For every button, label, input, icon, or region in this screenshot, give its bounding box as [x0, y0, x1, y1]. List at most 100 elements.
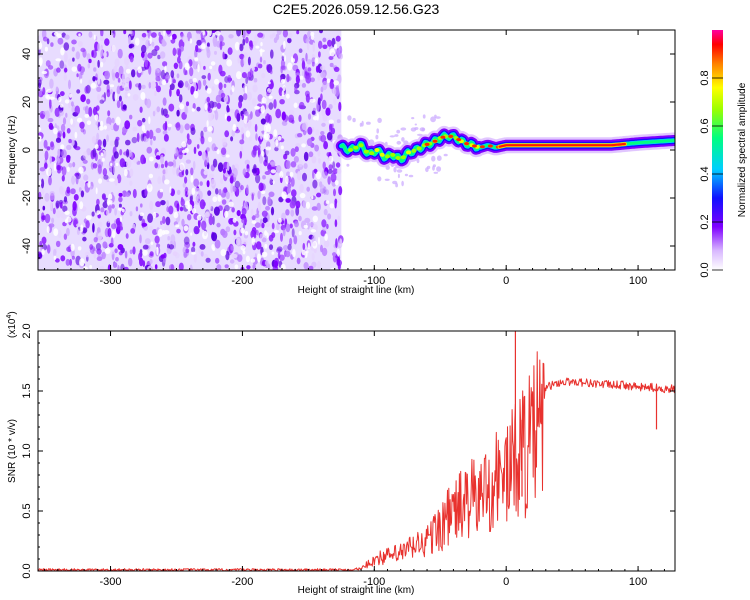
noise-gap [334, 180, 339, 186]
noise-blob [263, 60, 266, 65]
noise-blob [155, 201, 162, 208]
noise-blob [224, 130, 230, 138]
noise-gap [234, 41, 240, 51]
noise-gap [98, 178, 103, 184]
noise-blob [122, 83, 125, 89]
noise-blob [193, 178, 200, 187]
signal-scatter [432, 164, 436, 168]
snr-xtick-label: -300 [100, 576, 122, 588]
spectrogram-xtick-label: 100 [629, 275, 647, 287]
noise-blob [238, 100, 243, 109]
figure-title: C2E5.2026.059.12.56.G23 [273, 1, 440, 17]
noise-blob [80, 127, 85, 133]
noise-gap [161, 79, 167, 85]
noise-blob [97, 221, 103, 228]
noise-gap [212, 196, 218, 203]
noise-blob [59, 185, 64, 195]
noise-blob [268, 191, 275, 198]
noise-blob [139, 106, 143, 113]
noise-blob [132, 157, 139, 163]
noise-blob [84, 105, 89, 115]
noise-blob [320, 134, 327, 143]
noise-gap [191, 108, 195, 112]
signal-hot-blob [416, 146, 422, 151]
noise-blob [206, 96, 211, 103]
noise-blob [91, 136, 97, 144]
signal-scatter [392, 180, 398, 185]
noise-blob [56, 210, 62, 219]
noise-blob [231, 207, 235, 213]
noise-blob [185, 159, 191, 164]
noise-blob [258, 182, 264, 192]
spectrogram-ytick-label: 20 [21, 96, 33, 108]
noise-blob [246, 265, 251, 270]
noise-blob [246, 184, 249, 195]
spectrogram-xtick-label: 0 [503, 275, 509, 287]
noise-blob [113, 262, 118, 268]
noise-blob [317, 97, 321, 106]
noise-gap [310, 32, 315, 36]
snr-scale-exponent: 4 [6, 315, 13, 319]
noise-blob [319, 30, 323, 34]
noise-gap [117, 207, 123, 211]
noise-blob [100, 30, 104, 38]
colorbar-tick-label: 0.6 [699, 118, 711, 133]
noise-gap [328, 119, 334, 124]
noise-blob [195, 44, 199, 53]
noise-gap [310, 229, 317, 233]
noise-gap [336, 248, 340, 257]
signal-scatter [435, 116, 441, 119]
noise-blob [322, 161, 326, 170]
noise-blob [260, 118, 266, 125]
noise-blob [112, 72, 116, 81]
noise-blob [124, 120, 131, 130]
noise-blob [296, 171, 302, 181]
noise-blob [86, 98, 91, 105]
noise-blob [61, 175, 65, 182]
noise-blob [97, 213, 101, 219]
noise-gap [196, 214, 202, 221]
noise-blob [282, 30, 288, 38]
noise-blob [89, 244, 94, 250]
noise-blob [312, 179, 318, 189]
snr-panel: -300 -200 -100 0 100 0.0 0.5 1.0 1.5 2.0 Height … [6, 311, 676, 596]
signal-scatter [376, 128, 380, 134]
noise-blob [120, 226, 123, 231]
noise-blob [219, 40, 223, 51]
noise-gap [214, 31, 221, 36]
noise-gap [217, 194, 222, 202]
noise-gap [163, 30, 166, 37]
snr-ytick-label: 2.0 [21, 323, 33, 338]
noise-blob [253, 78, 258, 83]
noise-blob [247, 121, 251, 130]
noise-gap [87, 181, 91, 188]
noise-blob [118, 196, 123, 203]
spectrogram-ytick-label: 40 [21, 48, 33, 60]
noise-blob [149, 200, 154, 211]
noise-blob [155, 155, 161, 160]
noise-blob [202, 79, 207, 86]
noise-gap [38, 41, 43, 50]
noise-blob [220, 35, 224, 43]
noise-blob [230, 183, 234, 193]
noise-blob [55, 137, 62, 143]
noise-blob [196, 106, 201, 112]
noise-gap [190, 175, 194, 183]
noise-blob [212, 86, 215, 91]
signal-hot-blob [363, 149, 369, 154]
noise-blob [108, 32, 114, 38]
noise-blob [243, 55, 247, 65]
noise-gap [245, 130, 251, 138]
noise-gap [263, 124, 268, 134]
noise-blob [177, 56, 181, 64]
snr-scale-label: (x104) [6, 311, 18, 338]
noise-blob [106, 237, 111, 245]
noise-blob [64, 34, 70, 40]
noise-blob [191, 246, 196, 253]
noise-blob [123, 30, 127, 35]
noise-blob [263, 111, 267, 117]
noise-blob [211, 232, 218, 242]
noise-blob [231, 164, 236, 172]
snr-xtick-label: 100 [629, 576, 647, 588]
noise-blob [311, 156, 317, 164]
